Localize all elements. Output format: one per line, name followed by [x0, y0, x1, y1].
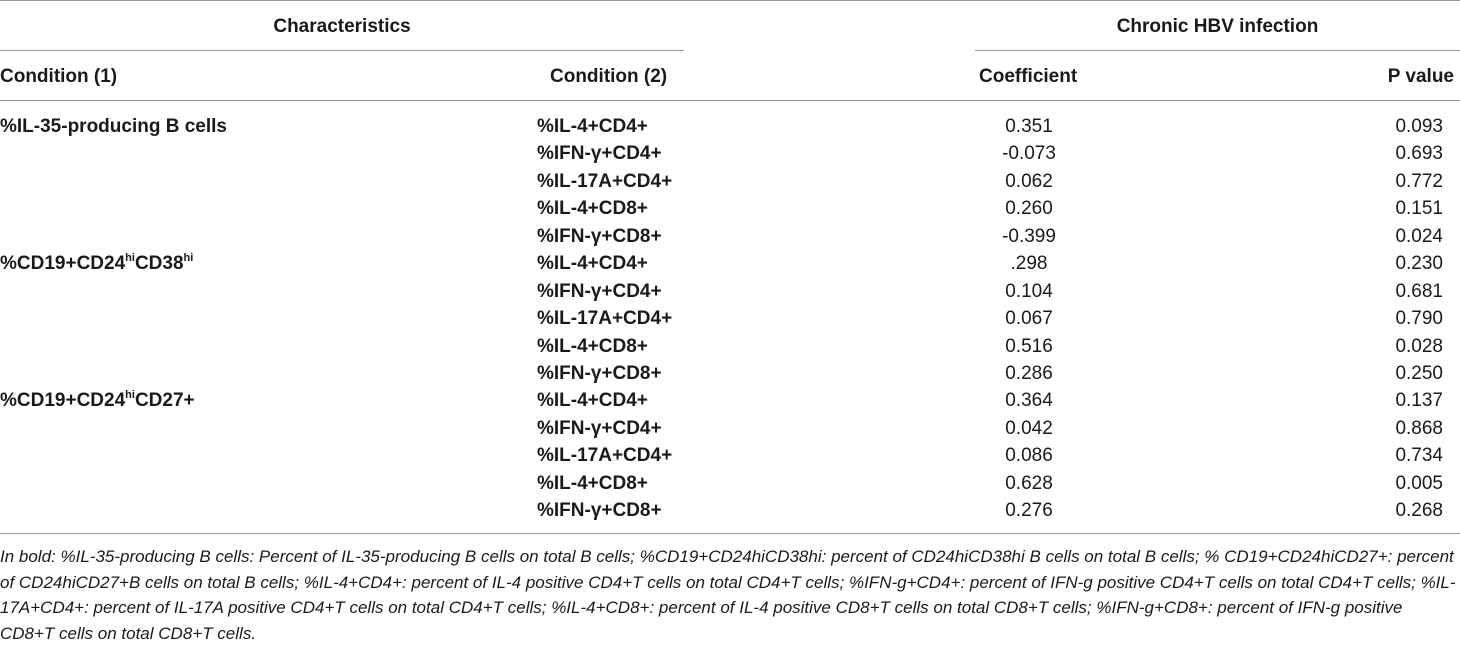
group-label-il35-b-cells: %IL-35-producing B cells [0, 116, 227, 138]
header-p-value: P value [1387, 66, 1454, 87]
header-subrule-right [975, 50, 1460, 51]
row-p-value: 0.151 [1395, 198, 1443, 219]
row-p-value: 0.693 [1395, 143, 1443, 164]
row-p-value: 0.028 [1395, 336, 1443, 357]
row-p-value: 0.868 [1395, 418, 1443, 439]
row-p-value: 0.250 [1395, 363, 1443, 384]
row-p-value: 0.772 [1395, 171, 1443, 192]
row-p-value: 0.230 [1395, 253, 1443, 274]
group-label-superscript: hi [125, 388, 135, 401]
row-p-value: 0.093 [1395, 116, 1443, 137]
group-label-superscript: hi [183, 251, 194, 264]
row-condition-2: %IL-17A+CD4+ [537, 308, 673, 329]
row-p-value: 0.681 [1395, 281, 1443, 302]
header-condition-1: Condition (1) [0, 66, 118, 87]
header-coefficient: Coefficient [979, 66, 1078, 87]
header-subrule-left [0, 50, 684, 51]
row-coefficient: 0.351 [1005, 116, 1053, 137]
row-p-value: 0.268 [1395, 500, 1443, 521]
row-coefficient: 0.276 [1005, 500, 1053, 521]
row-condition-2: %IFN-γ+CD4+ [537, 143, 662, 164]
row-condition-2: %IL-4+CD4+ [537, 390, 648, 411]
row-p-value: 0.137 [1395, 390, 1443, 411]
group-label-text: %CD19+CD24 [0, 390, 126, 411]
row-coefficient: -0.073 [1002, 143, 1056, 164]
row-condition-2: %IFN-γ+CD8+ [537, 500, 662, 521]
row-coefficient: 0.286 [1005, 363, 1053, 384]
row-coefficient: 0.364 [1005, 390, 1053, 411]
table-bottom-rule [0, 533, 1460, 534]
row-p-value: 0.024 [1395, 226, 1443, 247]
group-label-cd24hi-cd38hi: %CD19+CD24hiCD38hi [0, 251, 194, 275]
group-label-cd24hi-cd27: %CD19+CD24hiCD27+ [0, 388, 195, 412]
row-coefficient: .298 [1010, 253, 1048, 274]
row-condition-2: %IL-4+CD4+ [537, 253, 648, 274]
row-p-value: 0.790 [1395, 308, 1443, 329]
group-label-text: CD38 [134, 253, 184, 274]
row-coefficient: 0.067 [1005, 308, 1053, 329]
row-condition-2: %IFN-γ+CD8+ [537, 226, 662, 247]
row-p-value: 0.005 [1395, 473, 1443, 494]
table-top-rule [0, 0, 1460, 1]
header-bottom-rule [0, 100, 1460, 101]
row-coefficient: 0.086 [1005, 445, 1053, 466]
row-condition-2: %IL-17A+CD4+ [537, 445, 673, 466]
row-coefficient: 0.104 [1005, 281, 1053, 302]
group-label-superscript: hi [125, 251, 135, 264]
row-coefficient: 0.062 [1005, 171, 1053, 192]
group-label-text: CD27+ [134, 390, 195, 411]
row-condition-2: %IFN-γ+CD4+ [537, 418, 662, 439]
table-footnote: In bold: %IL-35-producing B cells: Perce… [0, 547, 1456, 643]
row-coefficient: 0.042 [1005, 418, 1053, 439]
row-condition-2: %IFN-γ+CD8+ [537, 363, 662, 384]
row-coefficient: -0.399 [1002, 226, 1056, 247]
row-coefficient: 0.516 [1005, 336, 1053, 357]
row-condition-2: %IL-4+CD8+ [537, 473, 648, 494]
row-condition-2: %IL-4+CD4+ [537, 116, 648, 137]
row-condition-2: %IL-17A+CD4+ [537, 171, 673, 192]
row-coefficient: 0.628 [1005, 473, 1053, 494]
group-label-text: %CD19+CD24 [0, 253, 126, 274]
row-p-value: 0.734 [1395, 445, 1443, 466]
header-characteristics: Characteristics [273, 16, 411, 37]
row-condition-2: %IL-4+CD8+ [537, 198, 648, 219]
header-chronic-hbv: Chronic HBV infection [1116, 16, 1319, 37]
row-coefficient: 0.260 [1005, 198, 1053, 219]
group-label-text: %IL-35-producing B cells [0, 116, 227, 137]
row-condition-2: %IL-4+CD8+ [537, 336, 648, 357]
header-condition-2: Condition (2) [550, 66, 668, 87]
row-condition-2: %IFN-γ+CD4+ [537, 281, 662, 302]
